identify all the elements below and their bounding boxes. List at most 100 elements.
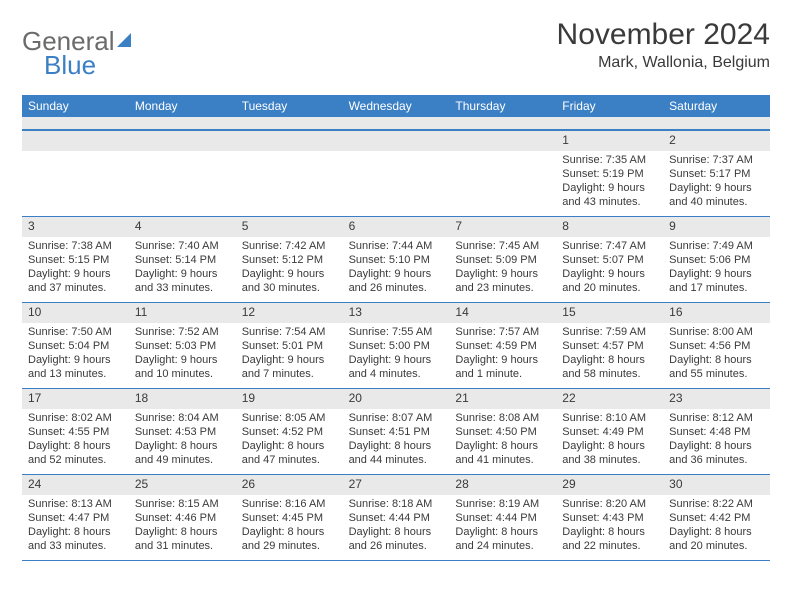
day-number: 8 [556, 217, 663, 237]
day-number: 5 [236, 217, 343, 237]
sunrise-text: Sunrise: 7:52 AM [135, 325, 230, 339]
day-details: Sunrise: 7:38 AMSunset: 5:15 PMDaylight:… [22, 237, 129, 300]
day-number: 6 [343, 217, 450, 237]
sunrise-text: Sunrise: 8:20 AM [562, 497, 657, 511]
day-number: 19 [236, 389, 343, 409]
sunset-text: Sunset: 5:09 PM [455, 253, 550, 267]
calendar-cell [236, 131, 343, 217]
daylight-text: Daylight: 8 hours and 36 minutes. [669, 439, 764, 468]
daylight-text: Daylight: 8 hours and 29 minutes. [242, 525, 337, 554]
daylight-text: Daylight: 9 hours and 7 minutes. [242, 353, 337, 382]
day-details: Sunrise: 7:54 AMSunset: 5:01 PMDaylight:… [236, 323, 343, 386]
sunrise-text: Sunrise: 8:05 AM [242, 411, 337, 425]
sunrise-text: Sunrise: 8:13 AM [28, 497, 123, 511]
weekday-header: Sunday Monday Tuesday Wednesday Thursday… [22, 95, 770, 117]
empty-day-bar [449, 131, 556, 151]
calendar-cell: 10 Sunrise: 7:50 AMSunset: 5:04 PMDayligh… [22, 303, 129, 389]
daylight-text: Daylight: 8 hours and 20 minutes. [669, 525, 764, 554]
sunset-text: Sunset: 5:04 PM [28, 339, 123, 353]
sunset-text: Sunset: 4:48 PM [669, 425, 764, 439]
day-details: Sunrise: 8:19 AMSunset: 4:44 PMDaylight:… [449, 495, 556, 558]
daylight-text: Daylight: 8 hours and 47 minutes. [242, 439, 337, 468]
calendar-cell: 23Sunrise: 8:12 AMSunset: 4:48 PMDayligh… [663, 389, 770, 475]
sunrise-text: Sunrise: 8:08 AM [455, 411, 550, 425]
day-number: 26 [236, 475, 343, 495]
day-number: 4 [129, 217, 236, 237]
calendar-cell: 22Sunrise: 8:10 AMSunset: 4:49 PMDayligh… [556, 389, 663, 475]
location: Mark, Wallonia, Belgium [557, 54, 770, 72]
daylight-text: Daylight: 9 hours and 10 minutes. [135, 353, 230, 382]
sunset-text: Sunset: 5:15 PM [28, 253, 123, 267]
weekday-sunday: Sunday [22, 95, 129, 117]
weekday-thursday: Thursday [449, 95, 556, 117]
sunset-text: Sunset: 5:19 PM [562, 167, 657, 181]
day-details: Sunrise: 7:52 AMSunset: 5:03 PMDaylight:… [129, 323, 236, 386]
sunrise-text: Sunrise: 7:54 AM [242, 325, 337, 339]
day-details: Sunrise: 8:13 AMSunset: 4:47 PMDaylight:… [22, 495, 129, 558]
weekday-tuesday: Tuesday [236, 95, 343, 117]
daylight-text: Daylight: 8 hours and 26 minutes. [349, 525, 444, 554]
sunrise-text: Sunrise: 8:10 AM [562, 411, 657, 425]
sunset-text: Sunset: 5:06 PM [669, 253, 764, 267]
calendar-cell: 15Sunrise: 7:59 AMSunset: 4:57 PMDayligh… [556, 303, 663, 389]
weekday-friday: Friday [556, 95, 663, 117]
calendar-cell: 13Sunrise: 7:55 AMSunset: 5:00 PMDayligh… [343, 303, 450, 389]
sunrise-text: Sunrise: 7:38 AM [28, 239, 123, 253]
sunset-text: Sunset: 4:56 PM [669, 339, 764, 353]
sunrise-text: Sunrise: 7:37 AM [669, 153, 764, 167]
sunrise-text: Sunrise: 7:55 AM [349, 325, 444, 339]
day-number: 28 [449, 475, 556, 495]
day-number: 9 [663, 217, 770, 237]
title-block: November 2024 Mark, Wallonia, Belgium [557, 18, 770, 72]
calendar-cell [343, 131, 450, 217]
daylight-text: Daylight: 8 hours and 44 minutes. [349, 439, 444, 468]
calendar-cell: 7Sunrise: 7:45 AMSunset: 5:09 PMDaylight… [449, 217, 556, 303]
sunset-text: Sunset: 4:43 PM [562, 511, 657, 525]
daylight-text: Daylight: 8 hours and 33 minutes. [28, 525, 123, 554]
day-details: Sunrise: 7:40 AMSunset: 5:14 PMDaylight:… [129, 237, 236, 300]
day-number: 1 [556, 131, 663, 151]
day-number: 10 [22, 303, 129, 323]
daylight-text: Daylight: 8 hours and 24 minutes. [455, 525, 550, 554]
day-details: Sunrise: 8:04 AMSunset: 4:53 PMDaylight:… [129, 409, 236, 472]
triangle-icon [117, 33, 131, 47]
daylight-text: Daylight: 9 hours and 13 minutes. [28, 353, 123, 382]
day-details: Sunrise: 7:47 AMSunset: 5:07 PMDaylight:… [556, 237, 663, 300]
calendar-cell: 4Sunrise: 7:40 AMSunset: 5:14 PMDaylight… [129, 217, 236, 303]
calendar-cell: 5Sunrise: 7:42 AMSunset: 5:12 PMDaylight… [236, 217, 343, 303]
daylight-text: Daylight: 8 hours and 58 minutes. [562, 353, 657, 382]
weekday-saturday: Saturday [663, 95, 770, 117]
calendar-cell: 19Sunrise: 8:05 AMSunset: 4:52 PMDayligh… [236, 389, 343, 475]
sunset-text: Sunset: 5:12 PM [242, 253, 337, 267]
sunrise-text: Sunrise: 8:02 AM [28, 411, 123, 425]
calendar-cell: 21Sunrise: 8:08 AMSunset: 4:50 PMDayligh… [449, 389, 556, 475]
day-number: 24 [22, 475, 129, 495]
daylight-text: Daylight: 9 hours and 26 minutes. [349, 267, 444, 296]
calendar-cell [449, 131, 556, 217]
sunset-text: Sunset: 5:10 PM [349, 253, 444, 267]
daylight-text: Daylight: 9 hours and 20 minutes. [562, 267, 657, 296]
calendar-cell: 30Sunrise: 8:22 AMSunset: 4:42 PMDayligh… [663, 475, 770, 561]
day-number: 3 [22, 217, 129, 237]
calendar-cell: 28Sunrise: 8:19 AMSunset: 4:44 PMDayligh… [449, 475, 556, 561]
daylight-text: Daylight: 8 hours and 31 minutes. [135, 525, 230, 554]
daylight-text: Daylight: 9 hours and 30 minutes. [242, 267, 337, 296]
sunrise-text: Sunrise: 8:12 AM [669, 411, 764, 425]
day-details: Sunrise: 8:12 AMSunset: 4:48 PMDaylight:… [663, 409, 770, 472]
day-number: 25 [129, 475, 236, 495]
day-details: Sunrise: 7:44 AMSunset: 5:10 PMDaylight:… [343, 237, 450, 300]
day-number: 15 [556, 303, 663, 323]
day-details: Sunrise: 7:55 AMSunset: 5:00 PMDaylight:… [343, 323, 450, 386]
sunrise-text: Sunrise: 8:22 AM [669, 497, 764, 511]
sunset-text: Sunset: 4:55 PM [28, 425, 123, 439]
day-details: Sunrise: 8:05 AMSunset: 4:52 PMDaylight:… [236, 409, 343, 472]
calendar-cell [129, 131, 236, 217]
sunrise-text: Sunrise: 8:16 AM [242, 497, 337, 511]
sunrise-text: Sunrise: 8:19 AM [455, 497, 550, 511]
calendar-cell [22, 131, 129, 217]
day-number: 2 [663, 131, 770, 151]
sunrise-text: Sunrise: 7:50 AM [28, 325, 123, 339]
weekday-monday: Monday [129, 95, 236, 117]
calendar-cell: 1Sunrise: 7:35 AMSunset: 5:19 PMDaylight… [556, 131, 663, 217]
day-details: Sunrise: 7:59 AMSunset: 4:57 PMDaylight:… [556, 323, 663, 386]
